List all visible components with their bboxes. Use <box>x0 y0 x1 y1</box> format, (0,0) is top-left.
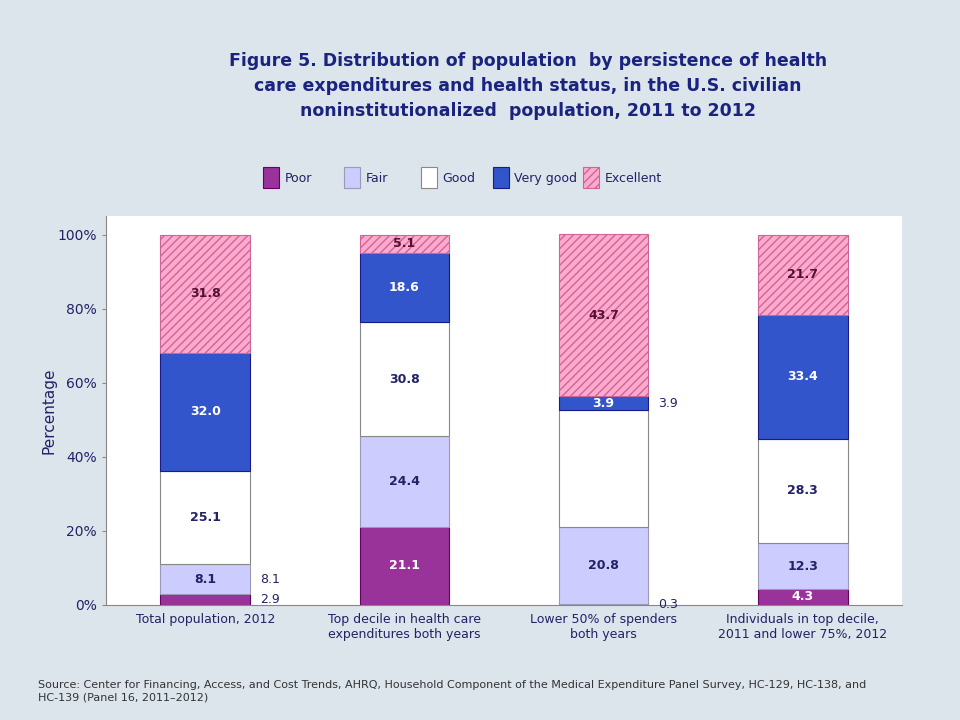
Text: 31.8: 31.8 <box>190 287 221 300</box>
Text: Figure 5. Distribution of population  by persistence of health
care expenditures: Figure 5. Distribution of population by … <box>228 53 828 120</box>
Text: Good: Good <box>443 171 475 185</box>
Bar <box>559 526 648 603</box>
Text: 3.9: 3.9 <box>592 397 614 410</box>
Text: 25.1: 25.1 <box>190 511 221 524</box>
Text: Excellent: Excellent <box>605 171 662 185</box>
Bar <box>559 234 648 396</box>
FancyBboxPatch shape <box>584 168 599 189</box>
FancyBboxPatch shape <box>421 168 437 189</box>
Text: 12.3: 12.3 <box>787 559 818 572</box>
Bar <box>160 235 250 353</box>
FancyBboxPatch shape <box>263 168 279 189</box>
Text: 24.4: 24.4 <box>389 475 420 488</box>
Text: 21.1: 21.1 <box>389 559 420 572</box>
Bar <box>758 438 848 544</box>
Bar <box>758 315 848 438</box>
Bar <box>758 235 848 315</box>
Text: 8.1: 8.1 <box>260 572 280 585</box>
Text: 3.9: 3.9 <box>659 397 678 410</box>
Text: 4.3: 4.3 <box>792 590 814 603</box>
Text: Very good: Very good <box>515 171 578 185</box>
Text: 43.7: 43.7 <box>588 309 619 322</box>
Text: 0.3: 0.3 <box>659 598 679 611</box>
Text: 18.6: 18.6 <box>389 282 420 294</box>
Bar <box>360 436 449 526</box>
Bar <box>160 594 250 605</box>
Bar <box>360 526 449 605</box>
Text: Poor: Poor <box>284 171 312 185</box>
Text: 20.8: 20.8 <box>588 559 619 572</box>
Bar <box>160 564 250 594</box>
Text: 8.1: 8.1 <box>194 572 216 585</box>
Y-axis label: Percentage: Percentage <box>41 367 57 454</box>
Bar <box>559 396 648 410</box>
Text: Fair: Fair <box>366 171 388 185</box>
FancyBboxPatch shape <box>493 168 509 189</box>
Bar <box>758 544 848 589</box>
Bar <box>160 471 250 564</box>
Text: 32.0: 32.0 <box>190 405 221 418</box>
Text: 21.7: 21.7 <box>787 268 818 282</box>
Bar <box>360 323 449 436</box>
Text: 33.4: 33.4 <box>787 370 818 383</box>
Text: 30.8: 30.8 <box>389 373 420 386</box>
Text: 2.9: 2.9 <box>260 593 279 606</box>
Text: Source: Center for Financing, Access, and Cost Trends, AHRQ, Household Component: Source: Center for Financing, Access, an… <box>38 680 867 702</box>
Text: 28.3: 28.3 <box>787 485 818 498</box>
Text: 5.1: 5.1 <box>394 238 416 251</box>
Bar <box>559 410 648 526</box>
Bar <box>360 235 449 253</box>
Bar <box>360 253 449 323</box>
Bar <box>758 589 848 605</box>
Bar <box>160 353 250 471</box>
FancyBboxPatch shape <box>345 168 360 189</box>
Bar <box>559 603 648 605</box>
